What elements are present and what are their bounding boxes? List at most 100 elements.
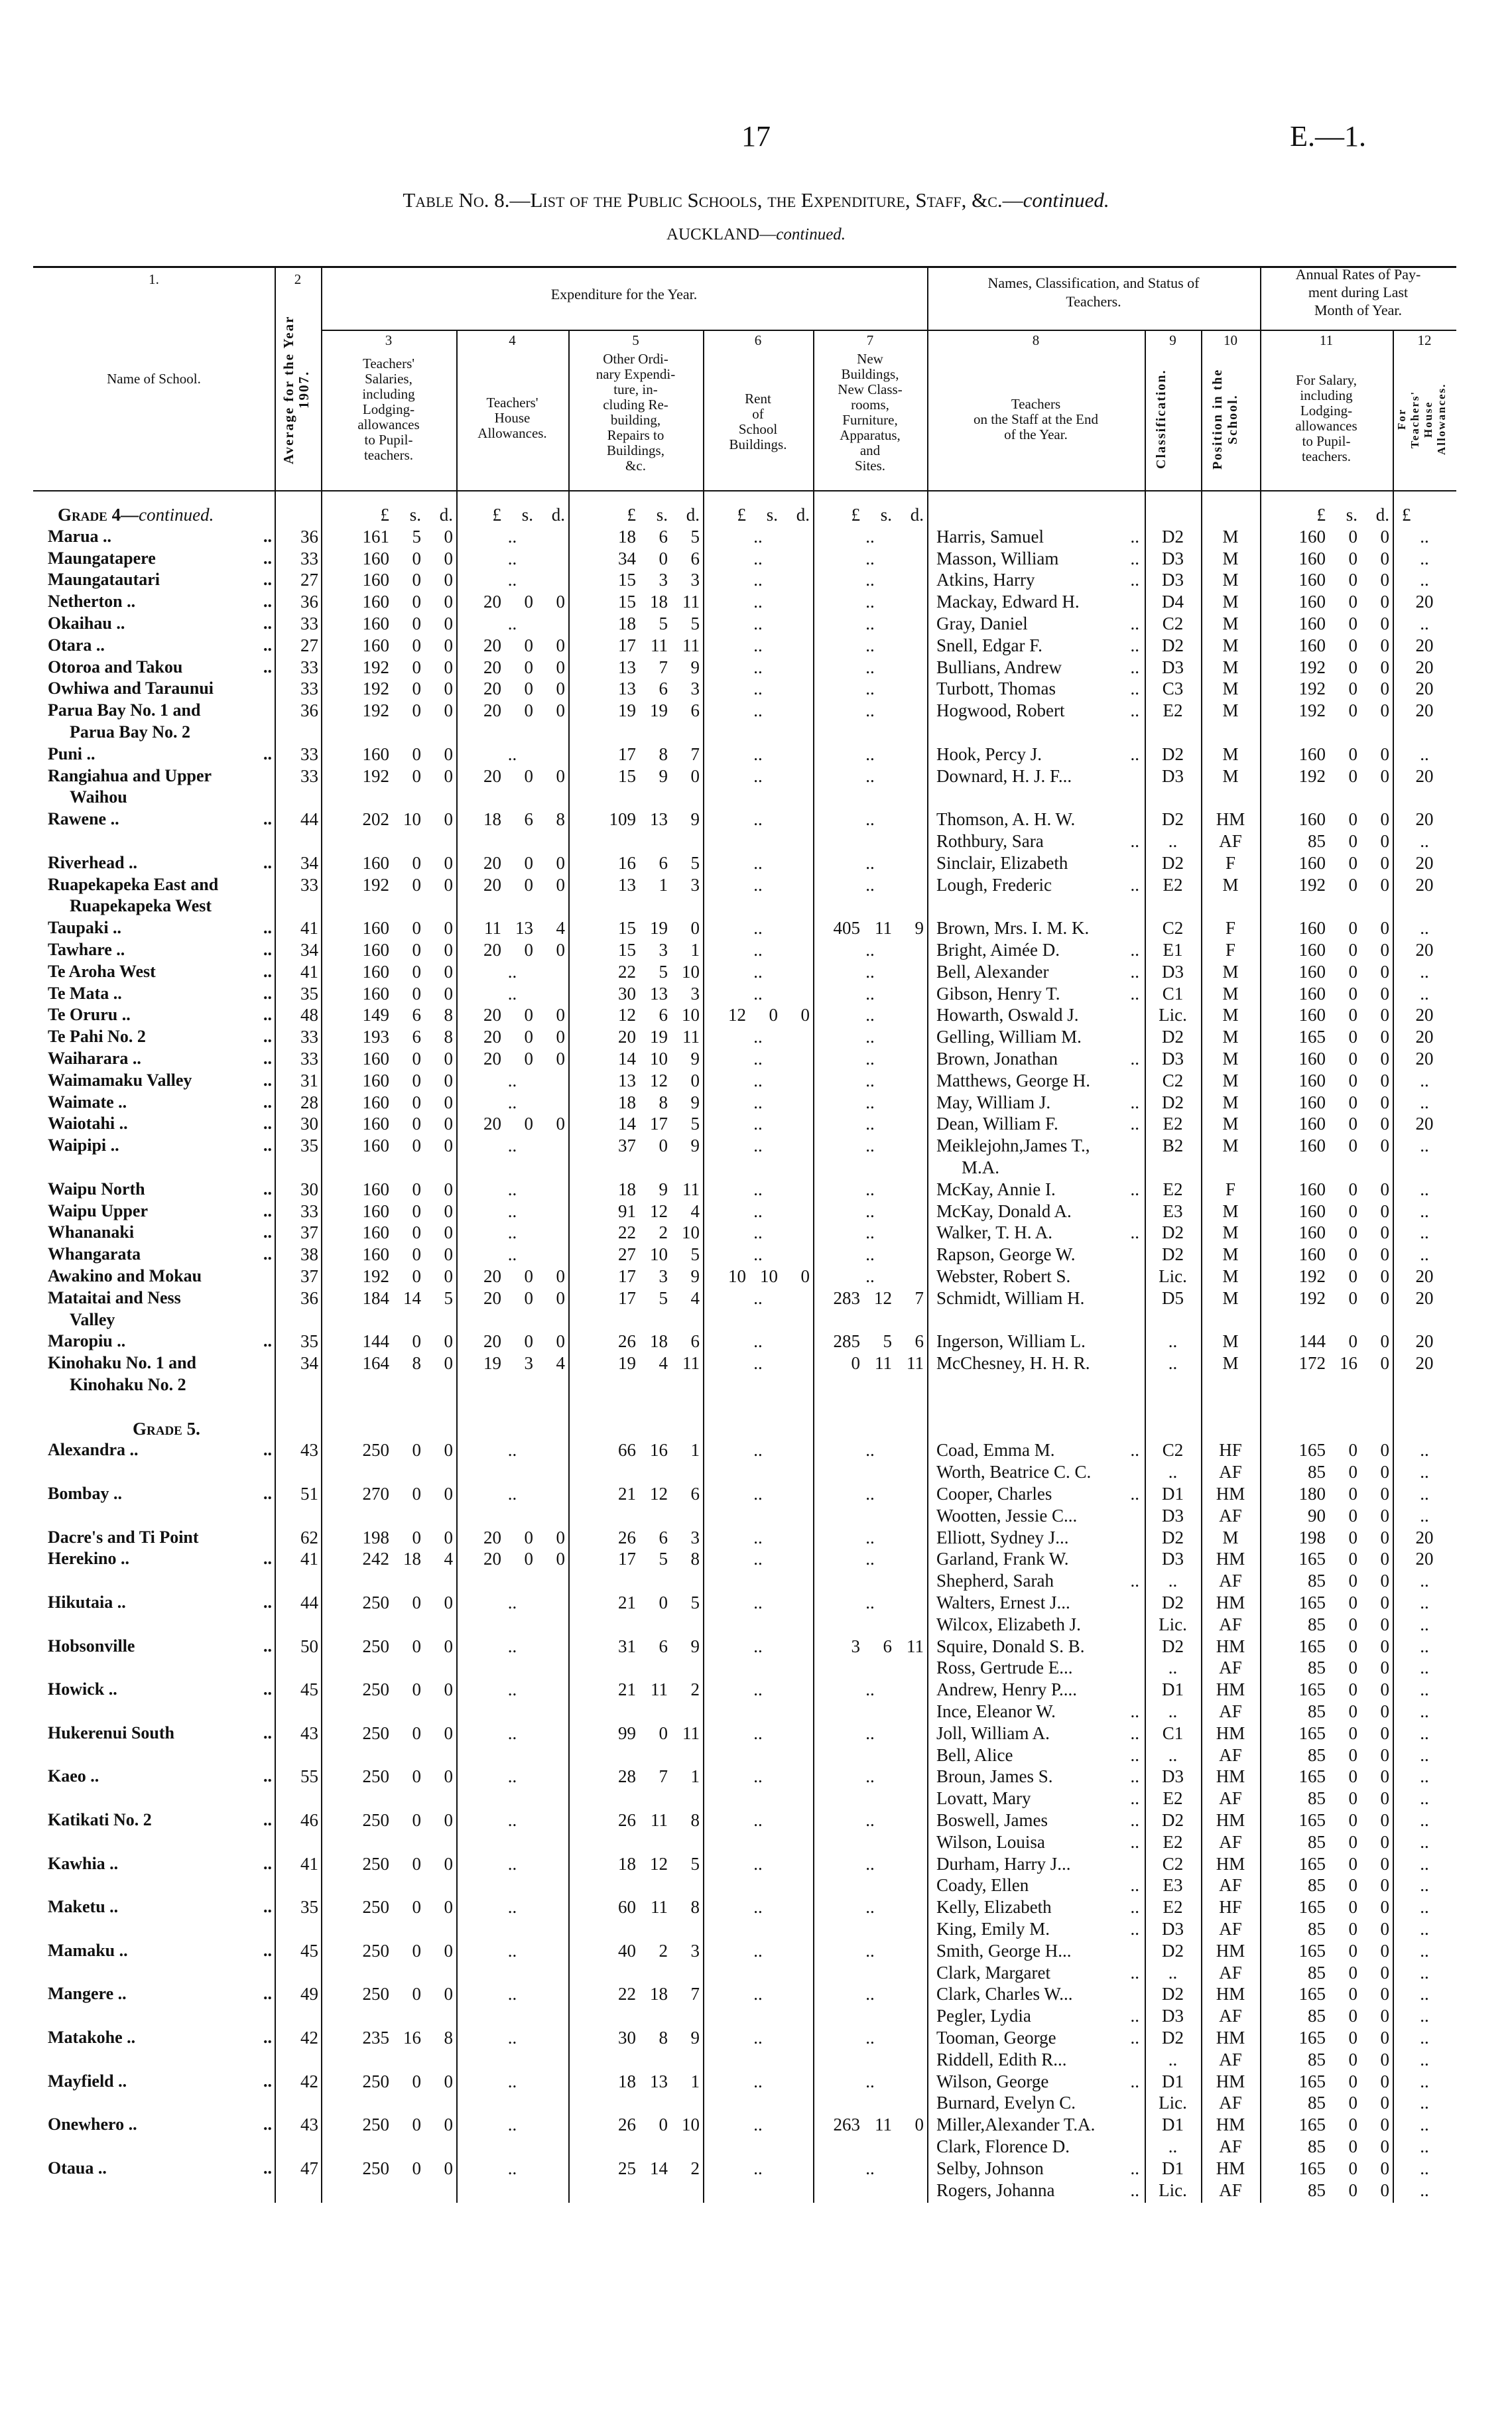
school-name: Valley bbox=[70, 1309, 115, 1329]
new-buildings-shillings: 6 bbox=[883, 1636, 893, 1656]
other-expenditure-pounds: 25 bbox=[618, 2158, 636, 2178]
other-expenditure-pence: 9 bbox=[690, 1636, 700, 1656]
salary-rate-shillings: 0 bbox=[1348, 940, 1358, 960]
teacher-position: M bbox=[1222, 679, 1239, 699]
teacher-classification: D1 bbox=[1162, 2071, 1184, 2091]
header-column-divider bbox=[568, 330, 570, 491]
leader-dots: .. bbox=[1130, 2006, 1140, 2026]
page-number: 17 bbox=[741, 120, 771, 153]
col12-label-line: Teachers' bbox=[1409, 390, 1421, 448]
salary-rate-pounds: 192 bbox=[1298, 679, 1326, 699]
salary-rate-pounds: 90 bbox=[1308, 1505, 1326, 1526]
col11-label-line: to Pupil- bbox=[1302, 433, 1351, 449]
teachers-salaries-shillings: 0 bbox=[412, 1940, 422, 1961]
house-allowances-shillings: 0 bbox=[524, 592, 534, 612]
school-name: Otoroa and Takou.. bbox=[48, 657, 275, 679]
new-buildings-shillings: 11 bbox=[875, 918, 892, 939]
teacher-classification: C1 bbox=[1162, 1723, 1184, 1743]
teachers-salaries-pounds: 192 bbox=[362, 700, 390, 721]
teacher-house-allowance: 20 bbox=[1415, 809, 1434, 830]
teacher-house-allowance: 20 bbox=[1415, 1353, 1434, 1374]
rent-of-buildings: .. bbox=[753, 1179, 763, 1199]
salary-rate-pence: 0 bbox=[1380, 1940, 1390, 1961]
school-name: Maungatapere.. bbox=[48, 548, 275, 570]
other-expenditure-shillings: 0 bbox=[659, 1136, 668, 1156]
col12-label-line: House bbox=[1422, 401, 1434, 438]
house-allowances-shillings: 0 bbox=[524, 1027, 534, 1047]
teacher-name: Matthews, George H. bbox=[936, 1070, 1090, 1090]
house-allowances: .. bbox=[507, 1810, 517, 1830]
salary-rate-pence: 0 bbox=[1380, 809, 1390, 830]
col6-label-line: of bbox=[752, 406, 764, 422]
currency-pence-header: d. bbox=[439, 505, 453, 525]
teacher-position: AF bbox=[1219, 1462, 1242, 1482]
teacher-classification: D2 bbox=[1162, 1244, 1184, 1265]
column-divider bbox=[1260, 491, 1261, 2203]
other-expenditure-shillings: 6 bbox=[659, 526, 668, 547]
col11-label-line: allowances bbox=[1295, 418, 1357, 434]
teachers-salaries-shillings: 0 bbox=[412, 852, 422, 873]
col11-label-line: teachers. bbox=[1301, 448, 1352, 464]
house-allowances: .. bbox=[507, 1897, 517, 1918]
other-expenditure-shillings: 6 bbox=[659, 1005, 668, 1025]
teacher-position: M bbox=[1222, 1331, 1239, 1352]
leader-dots: .. bbox=[263, 1201, 272, 1220]
teachers-group-label: Names, Classification, and Status of bbox=[987, 275, 1200, 291]
salary-rate-pence: 0 bbox=[1380, 2180, 1390, 2200]
salary-rate-pounds: 160 bbox=[1298, 1049, 1326, 1069]
new-buildings: .. bbox=[865, 1027, 875, 1047]
new-buildings: .. bbox=[865, 548, 875, 568]
currency-pound-header: £ bbox=[1402, 505, 1411, 525]
salary-rate-shillings: 0 bbox=[1348, 2006, 1358, 2026]
teacher-position: AF bbox=[1219, 1701, 1242, 1721]
average-attendance: 33 bbox=[300, 679, 318, 699]
teacher-name: Downard, H. J. F... bbox=[936, 765, 1072, 786]
salary-rate-pence: 0 bbox=[1380, 961, 1390, 982]
teachers-salaries-shillings: 0 bbox=[412, 1440, 422, 1461]
school-name: Whananaki.. bbox=[48, 1222, 275, 1244]
new-buildings-shillings: 5 bbox=[883, 1331, 893, 1352]
teachers-salaries-pence: 0 bbox=[444, 1766, 454, 1787]
house-allowances-shillings: 0 bbox=[524, 700, 534, 721]
salary-rate-pounds: 85 bbox=[1308, 1614, 1326, 1634]
teacher-classification: .. bbox=[1168, 2136, 1178, 2156]
rent-of-buildings: .. bbox=[753, 765, 763, 786]
teacher-name: Kelly, Elizabeth.. bbox=[936, 1897, 1139, 1918]
teachers-salaries-pounds: 160 bbox=[362, 940, 390, 960]
other-expenditure-pounds: 18 bbox=[618, 2071, 636, 2091]
leader-dots: .. bbox=[1130, 1766, 1140, 1787]
teacher-position: HM bbox=[1216, 1766, 1245, 1787]
salary-rate-pence: 0 bbox=[1380, 1853, 1390, 1874]
house-allowances-pounds: 20 bbox=[483, 1527, 501, 1547]
teachers-salaries-pence: 0 bbox=[444, 592, 454, 612]
salary-rate-shillings: 0 bbox=[1348, 1331, 1358, 1352]
house-allowances: .. bbox=[507, 2071, 517, 2091]
teacher-position: HM bbox=[1216, 1723, 1245, 1743]
average-attendance: 41 bbox=[300, 1549, 318, 1569]
teacher-house-allowance: .. bbox=[1420, 1658, 1429, 1678]
salary-rate-pence: 0 bbox=[1380, 744, 1390, 764]
teachers-salaries-pence: 0 bbox=[444, 1179, 454, 1199]
salary-rate-shillings: 0 bbox=[1348, 1810, 1358, 1830]
currency-pounds-header: £ bbox=[1316, 505, 1326, 525]
other-expenditure-pence: 0 bbox=[690, 765, 700, 786]
school-name: Whangarata.. bbox=[48, 1244, 275, 1266]
leader-dots: .. bbox=[263, 548, 272, 568]
col8-label-line: on the Staff at the End bbox=[974, 411, 1098, 427]
salary-rate-pence: 0 bbox=[1380, 1527, 1390, 1547]
teacher-name: Atkins, Harry.. bbox=[936, 570, 1139, 590]
salary-rate-pounds: 160 bbox=[1298, 592, 1326, 612]
other-expenditure-pounds: 15 bbox=[618, 940, 636, 960]
teacher-position: M bbox=[1222, 765, 1239, 786]
other-expenditure-pounds: 15 bbox=[618, 765, 636, 786]
house-allowances: .. bbox=[507, 1853, 517, 1874]
other-expenditure-shillings: 0 bbox=[659, 1723, 668, 1743]
currency-shillings-header: s. bbox=[409, 505, 421, 525]
teacher-classification: Lic. bbox=[1159, 2093, 1187, 2113]
other-expenditure-shillings: 5 bbox=[659, 614, 668, 633]
teacher-name: Wootten, Jessie C... bbox=[936, 1505, 1078, 1526]
column-divider bbox=[568, 491, 570, 2203]
house-allowances: .. bbox=[507, 526, 517, 547]
school-name: Awakino and Mokau bbox=[48, 1266, 202, 1285]
average-attendance: 43 bbox=[300, 1723, 318, 1743]
